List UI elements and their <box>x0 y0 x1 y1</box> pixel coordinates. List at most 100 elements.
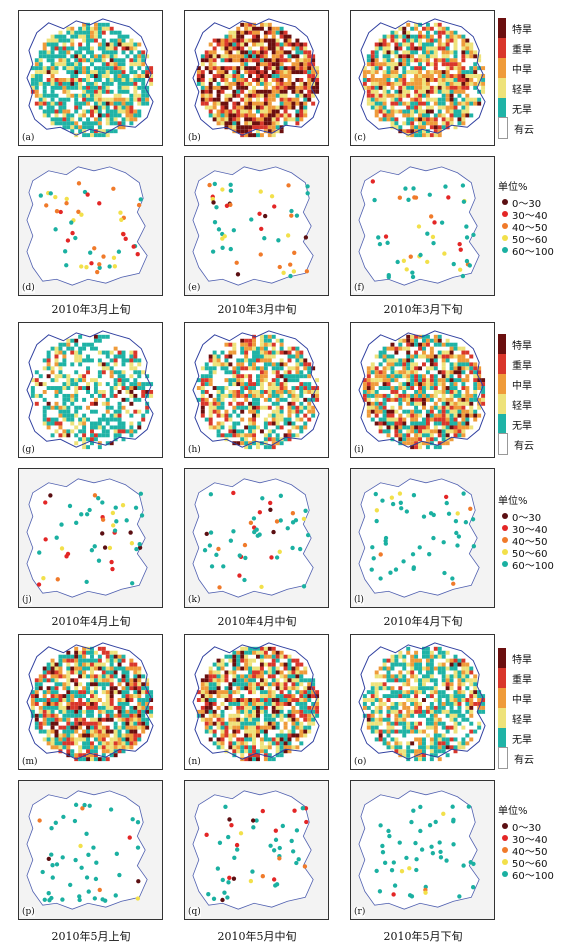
drought-pixel <box>228 362 233 367</box>
drought-pixel <box>291 405 296 410</box>
drought-pixel <box>101 678 106 683</box>
drought-pixel <box>74 121 79 126</box>
drought-pixel <box>38 105 43 110</box>
drought-pixel <box>429 74 434 78</box>
drought-pixel <box>90 129 94 134</box>
drought-pixel <box>133 89 138 94</box>
drought-pixel <box>216 694 221 699</box>
drought-pixel <box>58 62 63 67</box>
drought-pixel <box>410 50 415 55</box>
drought-pixel <box>398 78 403 82</box>
drought-pixel <box>429 437 434 442</box>
drought-pixel <box>433 690 438 695</box>
drought-pixel <box>263 662 268 667</box>
drought-pixel <box>145 54 150 59</box>
drought-pixel <box>291 694 296 699</box>
drought-pixel <box>441 74 446 78</box>
drought-pixel <box>30 698 35 702</box>
drought-pixel <box>232 113 237 118</box>
drought-pixel <box>414 425 419 430</box>
drought-pixel <box>477 58 482 63</box>
drought-pixel <box>441 386 446 390</box>
drought-pixel <box>267 429 272 434</box>
drought-pixel <box>271 121 276 126</box>
drought-pixel <box>117 690 122 695</box>
drought-pixel <box>425 26 430 31</box>
drought-pixel <box>121 705 126 710</box>
drought-pixel <box>299 662 304 667</box>
station-dot <box>207 182 212 188</box>
drought-pixel <box>113 733 118 738</box>
drought-pixel <box>212 729 217 734</box>
drought-pixel <box>82 374 87 379</box>
station-dot <box>92 493 98 498</box>
drought-pixel <box>232 78 237 82</box>
drought-pixel <box>477 74 482 78</box>
drought-pixel <box>469 694 474 699</box>
drought-pixel <box>406 694 411 699</box>
drought-pixel <box>42 382 47 387</box>
drought-pixel <box>66 342 71 347</box>
station-dot <box>374 508 380 513</box>
map-panel-m: (m) <box>18 634 163 770</box>
drought-pixel <box>46 717 51 722</box>
drought-pixel <box>283 382 288 387</box>
drought-pixel <box>82 46 87 51</box>
drought-pixel <box>382 350 387 355</box>
drought-pixel <box>236 26 241 31</box>
drought-map <box>192 330 320 450</box>
station-dot <box>274 555 280 560</box>
station-dot <box>123 236 128 241</box>
drought-pixel <box>121 34 126 39</box>
drought-pixel <box>109 682 114 687</box>
drought-pixel <box>390 397 395 402</box>
drought-pixel <box>441 362 446 367</box>
drought-pixel <box>74 646 79 651</box>
drought-pixel <box>291 678 296 683</box>
drought-pixel <box>141 50 146 55</box>
drought-pixel <box>224 113 229 118</box>
drought-pixel <box>410 125 415 130</box>
drought-pixel <box>34 85 39 90</box>
drought-pixel <box>224 378 229 383</box>
drought-pixel <box>402 682 407 687</box>
drought-pixel <box>228 121 233 126</box>
drought-pixel <box>117 97 122 102</box>
drought-pixel <box>113 378 118 383</box>
drought-pixel <box>46 678 51 683</box>
drought-pixel <box>370 54 375 59</box>
drought-pixel <box>54 690 59 695</box>
drought-pixel <box>382 397 387 402</box>
drought-pixel <box>406 401 411 406</box>
drought-pixel <box>212 358 217 363</box>
drought-pixel <box>46 721 51 726</box>
drought-pixel <box>78 378 83 383</box>
drought-pixel <box>50 34 55 39</box>
drought-pixel <box>299 694 304 699</box>
drought-pixel <box>283 97 288 102</box>
drought-pixel <box>283 113 288 118</box>
drought-pixel <box>256 717 260 722</box>
drought-pixel <box>271 113 276 118</box>
drought-pixel <box>50 433 55 438</box>
drought-pixel <box>228 342 233 347</box>
drought-pixel <box>418 109 423 114</box>
drought-pixel <box>398 97 403 102</box>
drought-pixel <box>378 62 383 67</box>
station-dot <box>137 545 143 550</box>
drought-pixel <box>200 709 205 714</box>
station-dot <box>134 546 139 552</box>
drought-pixel <box>299 70 304 75</box>
drought-pixel <box>279 382 284 387</box>
drought-pixel <box>216 97 221 102</box>
station-dot <box>457 267 463 272</box>
drought-pixel <box>311 390 316 394</box>
drought-pixel <box>469 366 474 371</box>
drought-pixel <box>394 117 399 122</box>
drought-pixel <box>386 50 391 55</box>
drought-pixel <box>121 78 126 82</box>
drought-pixel <box>390 34 395 39</box>
drought-pixel <box>473 378 478 383</box>
drought-pixel <box>244 374 249 379</box>
drought-pixel <box>291 101 296 106</box>
